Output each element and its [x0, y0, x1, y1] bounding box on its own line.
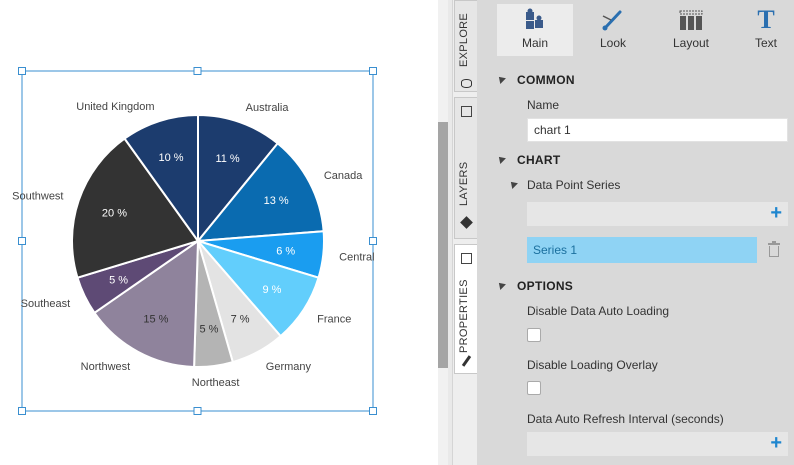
slice-value-label: 6 %	[276, 246, 295, 258]
slice-value-label: 10 %	[158, 152, 183, 164]
slice-category-label: Southeast	[21, 298, 71, 310]
resize-handle[interactable]	[369, 407, 377, 415]
resize-handle[interactable]	[193, 67, 202, 75]
slice-category-label: France	[317, 313, 351, 325]
add-series-row[interactable]: +	[527, 202, 788, 226]
section-common-title: COMMON	[517, 73, 575, 87]
panel-divider[interactable]	[448, 0, 452, 465]
add-series-button[interactable]: +	[770, 202, 782, 224]
refresh-interval-label: Data Auto Refresh Interval (seconds)	[527, 412, 724, 426]
pie-slice-southwest[interactable]	[71, 137, 200, 279]
slice-value-label: 9 %	[263, 284, 282, 296]
disable-loading-overlay-label: Disable Loading Overlay	[527, 358, 658, 372]
toolbar-text-button[interactable]: T Text	[731, 4, 794, 56]
disable-auto-loading-label: Disable Data Auto Loading	[527, 304, 670, 318]
slice-category-label: Germany	[266, 361, 312, 373]
resize-handle[interactable]	[193, 407, 202, 415]
slice-category-label: United Kingdom	[76, 101, 154, 113]
slice-value-label: 5 %	[109, 274, 128, 286]
resize-handle[interactable]	[369, 237, 377, 245]
properties-panel: Main Look Layout T Text COMMON Name CHAR…	[477, 0, 794, 465]
trash-icon[interactable]	[768, 241, 780, 258]
resize-handle[interactable]	[18, 407, 26, 415]
pencil-icon	[461, 355, 472, 367]
disable-auto-loading-checkbox[interactable]	[527, 328, 541, 342]
name-label: Name	[527, 98, 560, 112]
disable-loading-overlay-checkbox[interactable]	[527, 381, 541, 395]
series-item[interactable]: Series 1	[527, 237, 757, 263]
pie-slice-australia[interactable]	[197, 113, 280, 244]
layers-icon	[460, 216, 473, 229]
slice-value-label: 20 %	[102, 208, 127, 220]
text-icon: T	[757, 5, 775, 34]
tab-explore[interactable]: EXPLORE	[454, 0, 478, 92]
toolbar-main-button[interactable]: Main	[497, 4, 573, 56]
slice-category-label: Australia	[246, 102, 290, 114]
toolbar-look-button[interactable]: Look	[575, 4, 651, 56]
resize-handle[interactable]	[18, 67, 26, 75]
toolbar-layout-button[interactable]: Layout	[653, 4, 729, 56]
layout-grid-icon	[653, 8, 729, 32]
collapse-triangle-icon	[508, 179, 518, 189]
pie-chart[interactable]: 11 % 13 % 6 % 9 % 7 % 5 % 15 % 5 % 20 % 10 % Aust…	[0, 0, 438, 465]
tab-properties[interactable]: PROPERTIES	[454, 244, 478, 374]
panel-icon	[461, 253, 472, 264]
resize-handle[interactable]	[369, 67, 377, 75]
toolbar-layout-label: Layout	[672, 36, 710, 50]
collapse-triangle-icon	[496, 280, 506, 290]
canvas-scrollbar-thumb[interactable]	[438, 122, 448, 368]
tab-layers-label: LAYERS	[458, 161, 470, 206]
section-chart-title: CHART	[517, 153, 561, 167]
toolbar-look-label: Look	[599, 36, 627, 50]
panel-icon	[461, 106, 472, 117]
slice-category-label: Canada	[324, 170, 363, 182]
slice-value-label: 7 %	[231, 314, 250, 326]
side-tab-strip: EXPLORE LAYERS PROPERTIES	[452, 0, 478, 465]
toolbar-text-label: Text	[754, 36, 777, 50]
collapse-triangle-icon	[496, 74, 506, 84]
properties-toolbar: Main Look Layout T Text	[477, 0, 794, 60]
slice-value-label: 13 %	[264, 195, 289, 207]
name-input[interactable]	[527, 118, 788, 142]
slice-category-label: Central	[339, 251, 374, 263]
refresh-interval-row[interactable]: +	[527, 432, 788, 456]
pie-slice-northwest[interactable]	[93, 239, 200, 368]
collapse-triangle-icon	[496, 154, 506, 164]
tab-properties-label: PROPERTIES	[458, 279, 470, 353]
slice-value-label: 5 %	[199, 324, 218, 336]
brush-icon	[575, 8, 651, 32]
add-refresh-interval-button[interactable]: +	[770, 432, 782, 454]
slice-category-label: Northwest	[81, 361, 131, 373]
data-point-series-label: Data Point Series	[527, 178, 621, 192]
section-options-title: OPTIONS	[517, 279, 574, 293]
pie-slice-united-kingdom[interactable]	[123, 113, 199, 245]
slice-category-label: Southwest	[12, 190, 63, 202]
resize-handle[interactable]	[18, 237, 26, 245]
slice-category-label: Northeast	[192, 377, 240, 389]
slice-value-label: 15 %	[143, 314, 168, 326]
tab-explore-label: EXPLORE	[458, 12, 470, 67]
toolbar-main-label: Main	[521, 36, 548, 50]
pie-slice-canada[interactable]	[195, 141, 325, 243]
database-icon	[461, 79, 472, 88]
tab-layers[interactable]: LAYERS	[454, 97, 478, 239]
puzzle-icon	[497, 8, 573, 32]
dashboard-canvas[interactable]: 11 % 13 % 6 % 9 % 7 % 5 % 15 % 5 % 20 % 10 % Aust…	[0, 0, 438, 465]
slice-value-label: 11 %	[215, 153, 239, 165]
